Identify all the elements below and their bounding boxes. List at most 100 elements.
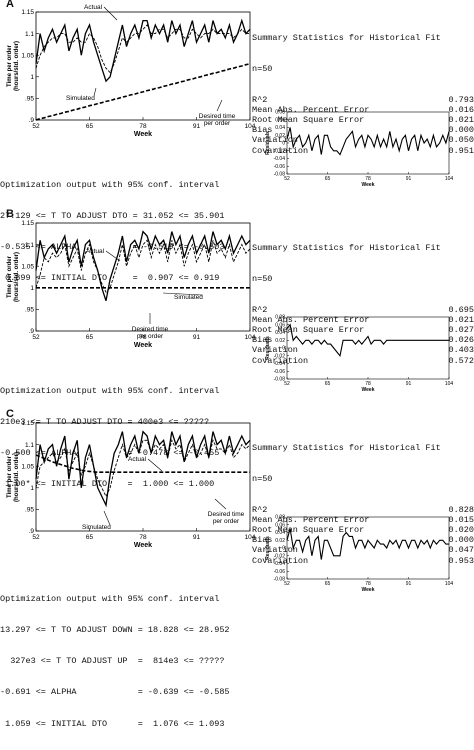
residual-y-tick-label: 0.04 <box>275 330 285 336</box>
series-actual <box>35 230 251 301</box>
residual-y-tick-label: -0.04 <box>274 156 286 162</box>
optimization-line: -0.691 <= ALPHA = -0.639 <= -0.585 <box>0 687 230 698</box>
annotation-desired-line2: per order <box>213 518 240 525</box>
residual-y-tick-label: 0.06 <box>275 117 285 123</box>
series-desired-time-per-order <box>35 454 250 473</box>
stats-label: Covariation <box>252 145 309 156</box>
annotation-desired: Desired time <box>199 113 236 120</box>
stats-label: Root Mean Square Error <box>252 325 365 335</box>
stats-n: n=50 <box>252 474 273 485</box>
stats-row: R^2 0.828 <box>252 505 474 515</box>
main-chart-b: .9 .95 1 1.05 1.1 1.15 52 65 78 91 104 Week Time per… <box>7 220 256 349</box>
stats-value: 0.026 <box>448 335 474 346</box>
optimization-line: 13.297 <= T TO ADJUST DOWN = 18.828 <= 2… <box>0 625 230 636</box>
residual-x-tick-label: 52 <box>284 381 290 387</box>
y-tick-label: 1.1 <box>25 242 34 249</box>
y-tick-label: .95 <box>25 507 34 514</box>
x-axis-label: Week <box>134 542 152 549</box>
x-tick-label: 78 <box>139 334 147 341</box>
residual-series <box>286 127 450 156</box>
residual-y-tick-label: 0.04 <box>275 125 285 131</box>
stats-title: Summary Statistics for Historical Fit <box>252 243 441 254</box>
optimization-line: 27.129 <= T TO ADJUST DTO = 31.052 <= 35… <box>0 211 225 222</box>
residual-x-tick-label: 65 <box>325 381 331 387</box>
residual-y-tick-label: 0 <box>282 141 285 147</box>
annotation-simulated: Simulated <box>174 294 203 301</box>
stats-value: 0.953 <box>448 555 474 566</box>
stats-row: Bias 0.000 <box>252 535 474 545</box>
residual-x-tick-label: 52 <box>284 581 290 587</box>
series-simulated <box>35 438 251 498</box>
residual-y-tick-label: -0.02 <box>274 148 286 154</box>
x-tick-label: 52 <box>32 534 40 541</box>
stats-label: R^2 <box>252 94 268 105</box>
stats-value: 0.951 <box>448 145 474 156</box>
residual-y-tick-label: -0.02 <box>274 353 286 359</box>
x-tick-label: 78 <box>139 534 147 541</box>
main-chart-a: .9 .95 1 1.05 1.1 1.15 52 65 78 91 104 Week Time per… <box>7 4 256 138</box>
residual-y-tick-label: -0.04 <box>274 361 286 367</box>
stats-label: Root Mean Square Error <box>252 525 365 535</box>
optimization-line: 1.00* <= INITIAL DTO = 1.000 <= 1.000 <box>0 479 215 490</box>
stats-label: Bias <box>252 335 273 346</box>
series-actual <box>35 430 251 508</box>
series-simulated <box>35 24 250 74</box>
stats-row: Variation 0.050 <box>252 135 474 145</box>
stats-value: 0.000 <box>448 125 474 136</box>
stats-value: 0.020 <box>448 525 474 535</box>
stats-row: Covariation 0.572 <box>252 356 474 366</box>
stats-row: R^2 0.793 <box>252 95 474 105</box>
residual-y-tick-label: 0.08 <box>275 515 285 521</box>
summary-stats-b: Summary Statistics for Historical Fit n=… <box>252 223 474 386</box>
stats-row: Bias 0.026 <box>252 335 474 345</box>
series-desired-time-per-order <box>35 63 251 121</box>
stats-value: 0.016 <box>448 104 474 115</box>
stats-n: n=50 <box>252 64 273 75</box>
stats-label: R^2 <box>252 304 268 315</box>
stats-row: R^2 0.695 <box>252 305 474 315</box>
optimization-title: Optimization output with 95% conf. inter… <box>0 179 220 190</box>
residual-y-tick-label: 0 <box>282 546 285 552</box>
stats-label: Variation <box>252 545 298 556</box>
series-simulated <box>35 239 251 293</box>
residual-y-tick-label: 0 <box>282 346 285 352</box>
stats-value: 0.403 <box>448 345 474 356</box>
stats-label: R^2 <box>252 504 268 515</box>
residual-y-tick-label: 0.08 <box>275 110 285 116</box>
stats-value: 0.021 <box>448 314 474 325</box>
x-tick-label: 104 <box>245 334 256 341</box>
residual-x-label: Week <box>362 587 375 593</box>
stats-value: 0.793 <box>448 94 474 105</box>
stats-value: 0.828 <box>448 504 474 515</box>
y-tick-label: 1.15 <box>21 420 34 427</box>
stats-value: 0.050 <box>448 135 474 146</box>
x-tick-label: 91 <box>193 534 201 541</box>
annotation-actual: Actual <box>128 456 147 463</box>
optimization-output-b: Optimization output with 95% conf. inter… <box>0 365 219 511</box>
x-axis-label: Week <box>134 131 152 138</box>
x-tick-label: 91 <box>193 334 201 341</box>
summary-stats-c: Summary Statistics for Historical Fit n=… <box>252 423 474 586</box>
stats-row: Bias 0.000 <box>252 125 474 135</box>
optimization-title: Optimization output with 95% conf. inter… <box>0 385 220 396</box>
y-tick-label: .9 <box>29 328 35 335</box>
residual-x-tick-label: 104 <box>445 176 454 182</box>
residual-chart-a: -0.08 -0.06 -0.04 -0.020 0.02 0.04 0.060.08 52 6… <box>265 110 454 188</box>
residual-y-tick-label: -0.06 <box>274 369 286 375</box>
y-tick-label: 1.05 <box>21 263 34 270</box>
y-axis-label: Time per order <box>7 455 13 498</box>
stats-label: Covariation <box>252 355 309 366</box>
stats-row: Variation 0.047 <box>252 545 474 555</box>
stats-value: 0.015 <box>448 514 474 525</box>
panel-label: A <box>6 0 14 10</box>
annotation-arrow <box>103 6 118 21</box>
y-tick-label: .9 <box>29 117 35 124</box>
stats-row: Root Mean Square Error 0.020 <box>252 525 474 535</box>
residual-y-tick-label: 0.08 <box>275 315 285 321</box>
residual-x-tick-label: 104 <box>445 581 454 587</box>
main-chart-c: .9 .95 1 1.05 1.1 1.15 52 65 78 91 104 Week Time per… <box>7 420 256 549</box>
x-tick-label: 52 <box>32 334 40 341</box>
x-tick-label: 65 <box>86 123 94 130</box>
y-axis-label-units: (hours/std. order) <box>14 41 20 91</box>
stats-value: 0.572 <box>448 355 474 366</box>
